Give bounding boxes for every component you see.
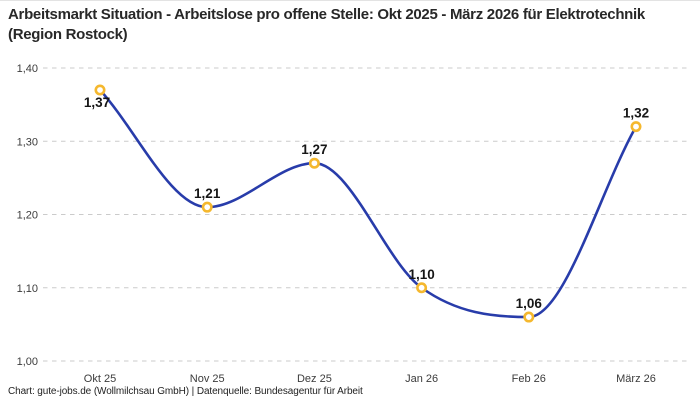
y-tick-label: 1,00 <box>17 356 38 368</box>
y-tick-label: 1,10 <box>17 283 38 295</box>
data-point-label: 1,06 <box>516 296 543 311</box>
data-point-label: 1,32 <box>623 106 649 121</box>
line-series <box>98 88 638 319</box>
x-tick-label: Nov 25 <box>190 373 225 385</box>
x-tick-label: März 26 <box>616 373 656 385</box>
x-tick-label: Dez 25 <box>297 373 332 385</box>
data-point-marker <box>523 311 535 323</box>
data-point-label: 1,21 <box>194 186 221 201</box>
data-point-marker <box>201 201 213 213</box>
chart-title: Arbeitsmarkt Situation - Arbeitslose pro… <box>8 6 645 43</box>
x-tick-label: Jan 26 <box>405 373 438 385</box>
data-point-marker <box>94 84 106 96</box>
data-point-marker <box>308 157 320 169</box>
x-tick-label: Feb 26 <box>512 373 546 385</box>
y-tick-label: 1,40 <box>17 63 38 75</box>
footer-credit: Chart: gute-jobs.de (Wollmilchsau GmbH) … <box>8 386 363 397</box>
x-tick-label: Okt 25 <box>84 373 116 385</box>
data-point-label: 1,37 <box>84 95 110 110</box>
data-point-marker <box>630 121 642 133</box>
y-tick-label: 1,20 <box>17 210 38 222</box>
data-point-label: 1,27 <box>301 142 327 157</box>
y-tick-label: 1,30 <box>17 136 38 148</box>
data-point-marker <box>416 282 428 294</box>
data-point-label: 1,10 <box>408 267 434 282</box>
